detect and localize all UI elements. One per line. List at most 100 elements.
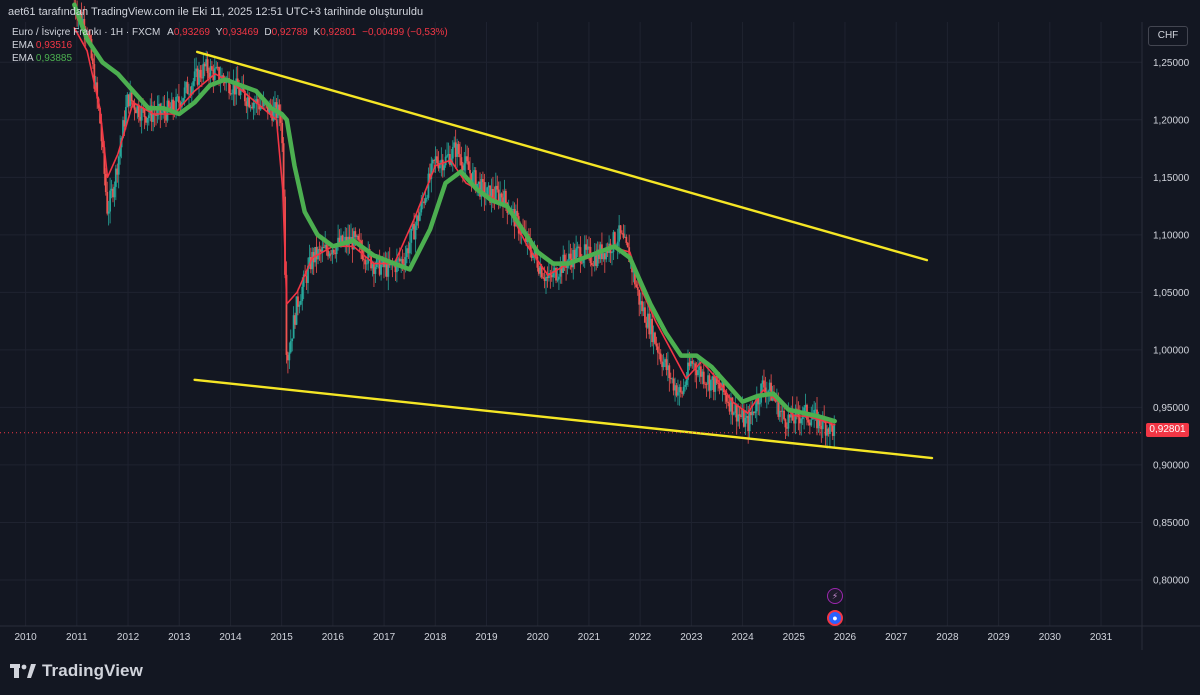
candle-body — [198, 69, 200, 85]
candle-body — [543, 278, 546, 282]
candle-body — [621, 232, 623, 234]
candle-body — [612, 232, 615, 253]
candle-body — [626, 242, 629, 248]
flash-event-icon[interactable]: ⚡ — [827, 588, 843, 604]
economic-event-icon[interactable]: ● — [827, 610, 843, 626]
candle-body — [100, 123, 103, 142]
candle-body — [777, 397, 780, 417]
candle-body — [687, 362, 689, 380]
candle-body — [826, 428, 828, 436]
candle-body — [434, 156, 437, 161]
brand-logo[interactable]: TradingView — [10, 661, 143, 681]
candle-body — [308, 257, 311, 266]
candle-body — [165, 113, 167, 121]
currency-button[interactable]: CHF — [1148, 26, 1188, 46]
candle-body — [307, 265, 309, 283]
candle-body — [423, 201, 426, 204]
candle-body — [375, 256, 378, 268]
ema-slow-legend[interactable]: EMA 0,93885 — [12, 53, 72, 64]
candle-body — [814, 409, 817, 411]
candle-body — [413, 223, 415, 240]
candle-body — [302, 274, 305, 287]
candle-body — [266, 103, 269, 114]
candle-body — [344, 236, 347, 241]
candle-body — [208, 72, 210, 79]
ema-fast-line[interactable] — [73, 27, 836, 426]
open-label: A — [167, 27, 174, 38]
ema-fast-legend[interactable]: EMA 0,93516 — [12, 40, 72, 51]
candle-body — [694, 363, 697, 371]
candle-body — [796, 408, 798, 410]
candle-body — [559, 263, 562, 277]
candle-body — [661, 361, 664, 368]
x-tick-label: 2024 — [731, 632, 754, 643]
candle-body — [625, 236, 628, 243]
candle-body — [646, 313, 649, 328]
candle-body — [456, 144, 459, 157]
candle-body — [383, 258, 385, 268]
high-label: Y — [215, 27, 223, 38]
candle-body — [582, 259, 585, 263]
candle-body — [497, 189, 500, 202]
price-axis[interactable]: 1,25000 1,20000 1,15000 1,10000 1,05000 1,000… — [1153, 58, 1190, 587]
candle-body — [595, 255, 598, 267]
x-tick-label: 2017 — [373, 632, 396, 643]
candle-body — [470, 173, 473, 184]
candle-body — [659, 353, 662, 362]
candle-body — [634, 269, 636, 285]
candle-body — [831, 425, 834, 436]
candle-body — [641, 301, 643, 312]
symbol-name[interactable]: Euro / İsviçre Frankı · 1H · FXCM — [12, 27, 161, 38]
candle-body — [183, 87, 186, 99]
ema-slow-line[interactable] — [72, 2, 837, 424]
candle-body — [516, 210, 519, 217]
lower-trendline[interactable] — [193, 378, 934, 460]
candle-body — [453, 142, 456, 147]
candle-body — [143, 109, 146, 117]
candle-body — [569, 253, 572, 259]
candle-body — [744, 417, 747, 427]
candle-body — [152, 114, 155, 122]
candle-body — [751, 411, 754, 416]
candle-body — [767, 390, 770, 392]
y-tick-label: 1,25000 — [1153, 58, 1190, 69]
candle-body — [741, 409, 744, 418]
upper-trendline[interactable] — [195, 50, 929, 262]
candle-body — [243, 91, 246, 102]
candle-body — [182, 98, 185, 102]
candle-body — [340, 235, 342, 245]
candle-body — [669, 378, 672, 379]
candle-body — [704, 383, 707, 385]
candle-body — [195, 68, 198, 72]
candle-body — [232, 82, 235, 94]
candle-body — [499, 193, 502, 202]
candle-body — [109, 190, 112, 212]
candle-body — [724, 392, 727, 396]
candle-body — [811, 417, 814, 420]
candle-body — [200, 77, 203, 79]
candle-body — [698, 366, 701, 370]
candle-body — [119, 147, 122, 157]
candle-body — [421, 201, 424, 203]
candle-body — [330, 253, 332, 255]
candle-body — [457, 144, 460, 155]
candle-body — [460, 157, 463, 166]
candle-body — [447, 154, 450, 156]
symbol-legend[interactable]: Euro / İsviçre Frankı · 1H · FXCM A0,932… — [12, 27, 448, 38]
candle-body — [583, 244, 586, 260]
x-tick-label: 2010 — [14, 632, 37, 643]
ema-fast-value: 0,93516 — [35, 40, 73, 51]
candle-body — [279, 115, 282, 123]
candle-body — [231, 93, 233, 95]
time-axis[interactable]: 2010 2011 2012 2013 2014 2015 2016 2017 2018 2019… — [14, 632, 1112, 643]
candle-body — [451, 146, 454, 159]
candle-body — [804, 404, 807, 408]
candle-body — [745, 415, 748, 418]
candle-body — [558, 276, 560, 280]
candle-body — [367, 248, 370, 264]
candle-body — [651, 318, 654, 343]
candle-body — [297, 296, 299, 307]
y-tick-label: 1,00000 — [1153, 345, 1190, 356]
candle-body — [474, 170, 477, 192]
